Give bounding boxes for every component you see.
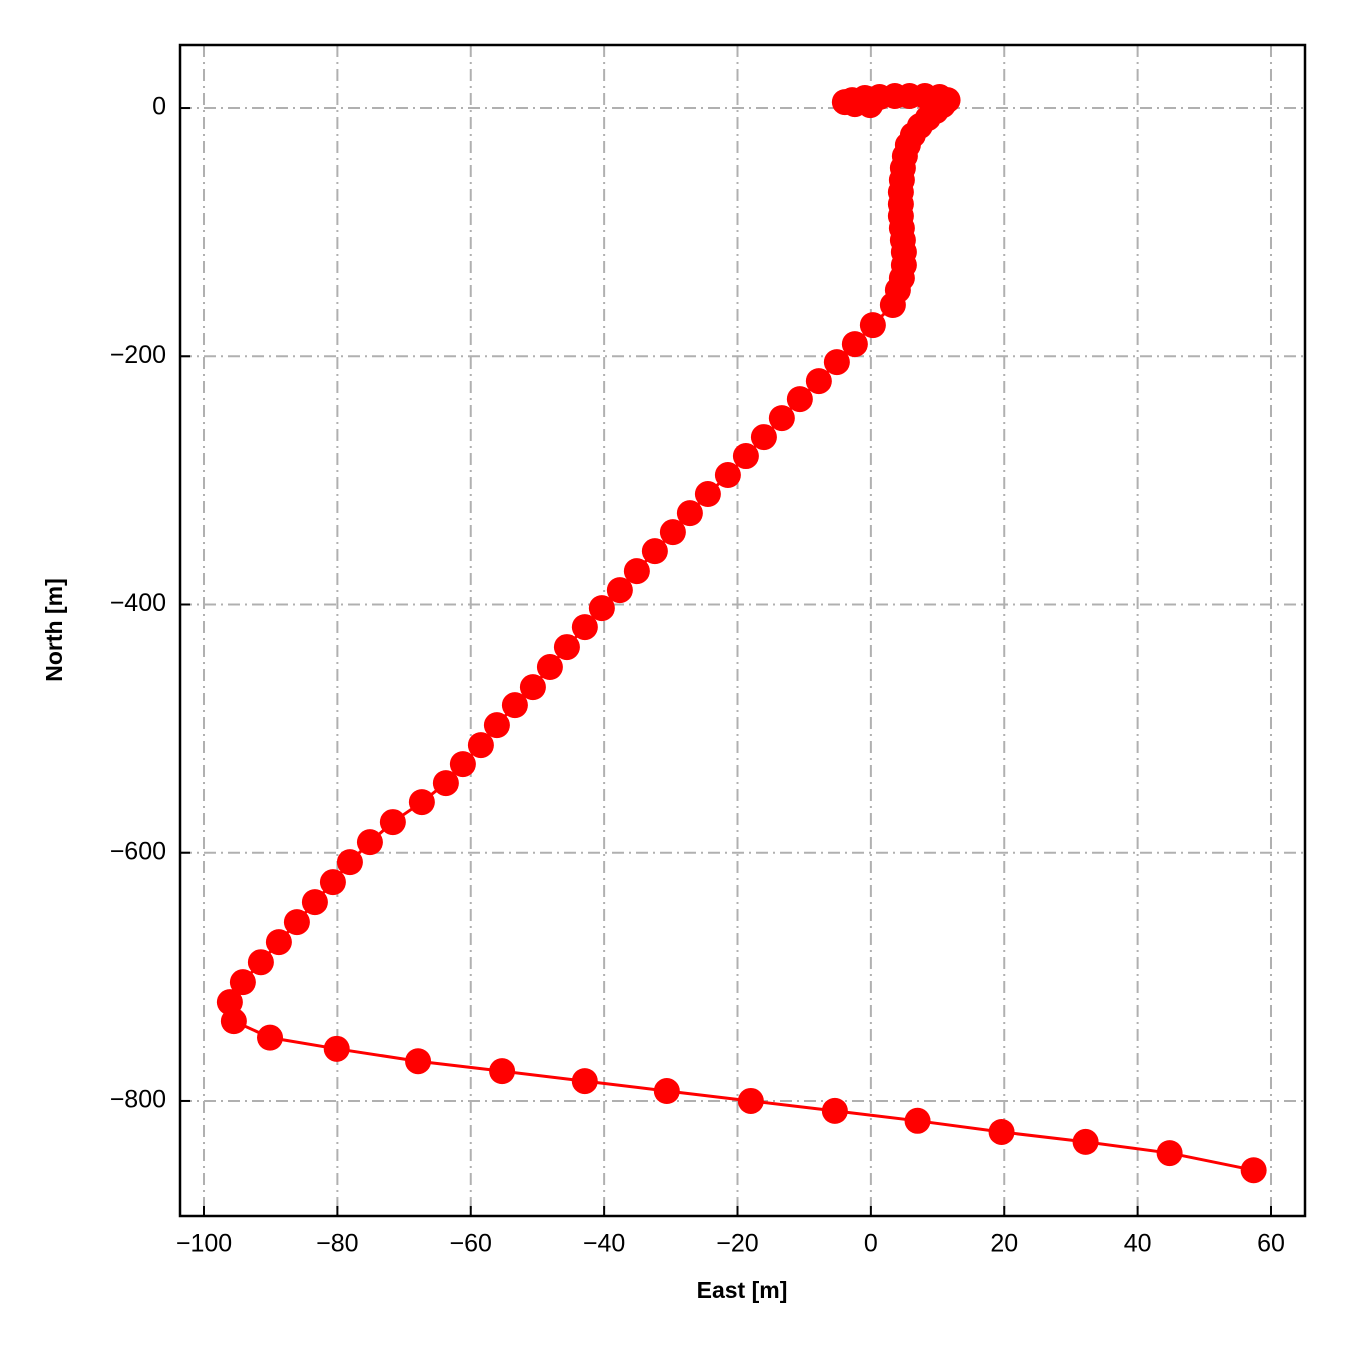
data-point bbox=[623, 558, 650, 585]
y-tick-label: −600 bbox=[110, 837, 166, 865]
x-tick-label: 60 bbox=[1257, 1230, 1285, 1258]
y-tick-label: 0 bbox=[152, 93, 166, 121]
data-point bbox=[879, 292, 906, 319]
data-point bbox=[553, 634, 580, 661]
data-point bbox=[501, 692, 528, 719]
data-point bbox=[483, 712, 510, 739]
y-tick-label: −800 bbox=[110, 1086, 166, 1114]
x-tick-label: −60 bbox=[450, 1230, 492, 1258]
x-tick-label: 20 bbox=[990, 1230, 1018, 1258]
data-point bbox=[1156, 1140, 1183, 1167]
data-point bbox=[323, 1035, 350, 1062]
data-point bbox=[229, 969, 256, 996]
x-tick-label: −40 bbox=[583, 1230, 625, 1258]
data-point bbox=[841, 331, 868, 358]
data-point bbox=[641, 538, 668, 565]
data-point bbox=[676, 500, 703, 527]
data-point bbox=[859, 312, 886, 339]
data-point bbox=[588, 595, 615, 622]
data-point bbox=[432, 770, 459, 797]
x-tick-label: 0 bbox=[864, 1230, 878, 1258]
data-point bbox=[714, 462, 741, 489]
plot-frame bbox=[178, 43, 1307, 1218]
data-point bbox=[489, 1058, 516, 1085]
data-point bbox=[1072, 1128, 1099, 1155]
x-axis-label: East [m] bbox=[697, 1277, 788, 1303]
data-point bbox=[653, 1078, 680, 1105]
data-point bbox=[408, 789, 435, 816]
data-point bbox=[737, 1087, 764, 1114]
x-tick-label: −100 bbox=[176, 1230, 232, 1258]
data-point bbox=[659, 519, 686, 546]
data-point bbox=[750, 424, 777, 451]
data-point bbox=[319, 869, 346, 896]
y-axis-label: North [m] bbox=[41, 578, 67, 681]
data-point bbox=[336, 849, 363, 876]
data-point bbox=[606, 577, 633, 604]
data-point bbox=[823, 349, 850, 376]
x-tick-label: 40 bbox=[1124, 1230, 1152, 1258]
data-point bbox=[265, 929, 292, 956]
data-point bbox=[257, 1024, 284, 1051]
data-point bbox=[1240, 1157, 1267, 1184]
data-point bbox=[519, 674, 546, 701]
data-point bbox=[301, 889, 328, 916]
data-point bbox=[467, 732, 494, 759]
data-point bbox=[405, 1048, 432, 1075]
y-tick-label: −400 bbox=[110, 589, 166, 617]
data-point bbox=[536, 654, 563, 681]
data-point bbox=[904, 1107, 931, 1134]
data-point bbox=[356, 829, 383, 856]
data-point bbox=[988, 1118, 1015, 1145]
data-point bbox=[247, 949, 274, 976]
data-point bbox=[768, 405, 795, 432]
y-tick-label: −200 bbox=[110, 341, 166, 369]
data-point bbox=[571, 614, 598, 641]
data-point bbox=[220, 1008, 247, 1035]
data-point bbox=[805, 368, 832, 395]
data-point bbox=[821, 1097, 848, 1124]
data-point bbox=[571, 1068, 598, 1095]
data-point bbox=[379, 809, 406, 836]
data-point bbox=[694, 481, 721, 508]
x-tick-label: −80 bbox=[316, 1230, 358, 1258]
data-point bbox=[449, 751, 476, 778]
data-point bbox=[732, 443, 759, 470]
data-point bbox=[283, 909, 310, 936]
data-point bbox=[786, 386, 813, 413]
x-tick-label: −20 bbox=[716, 1230, 758, 1258]
